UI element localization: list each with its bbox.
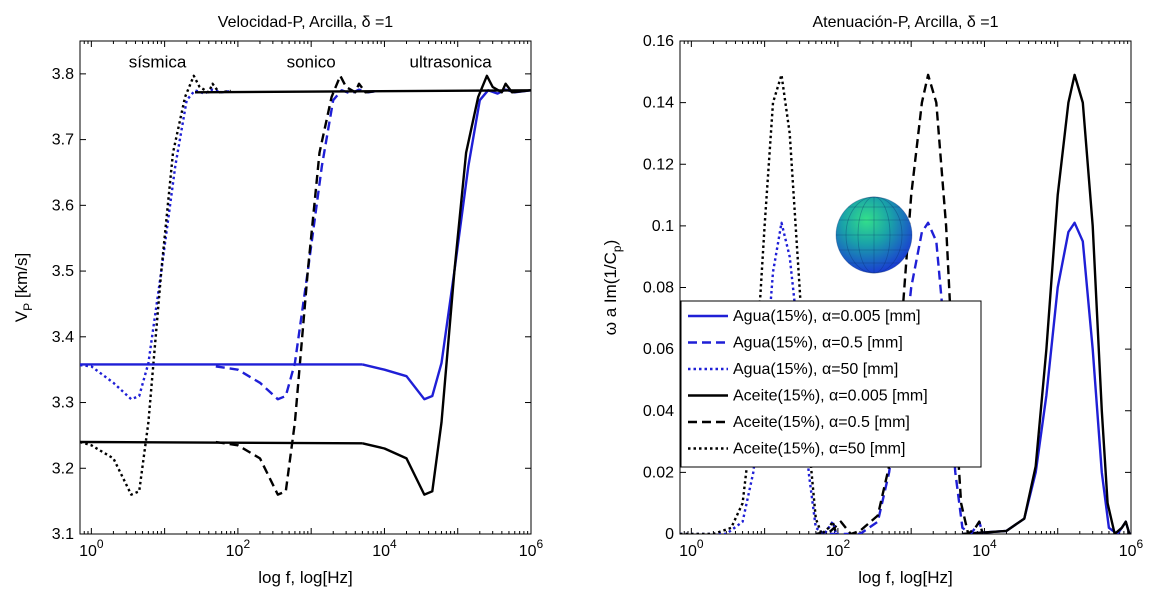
y-tick-label: 0.02 — [643, 464, 674, 481]
series-line — [680, 73, 838, 534]
annotation-label: sonico — [287, 52, 336, 71]
series-line — [815, 73, 984, 534]
legend-label: Agua(15%), α=50 [mm] — [733, 361, 898, 378]
series-group — [80, 74, 531, 496]
y-tick-label: 3.1 — [52, 526, 74, 543]
x-tick-label: 102 — [826, 537, 851, 560]
chart-title: Velocidad-P, Arcilla, δ =1 — [218, 14, 393, 31]
series-line — [194, 89, 531, 94]
legend-label: Aceite(15%), α=50 [mm] — [733, 441, 905, 458]
y-tick-label: 3.4 — [52, 329, 74, 346]
y-tick-label: 0.1 — [652, 218, 674, 235]
axis-ticks: 100 102 104 106 0 0.02 0.04 0.06 0.08 0.1 0.12 0.14… — [643, 33, 1144, 560]
series-line — [80, 74, 231, 496]
y-tick-label: 3.8 — [52, 66, 74, 83]
series-line — [215, 74, 378, 496]
y-tick-label: 0 — [665, 526, 674, 543]
y-tick-label: 0.16 — [643, 33, 674, 50]
legend-label: Agua(15%), α=0.5 [mm] — [733, 335, 903, 352]
annotation-label: ultrasonica — [410, 52, 493, 71]
chart-panel-velocity: Velocidad-P, Arcilla, δ =1 100 102 104 106 3… — [12, 14, 544, 587]
x-tick-label: 104 — [972, 537, 997, 560]
x-tick-label: 100 — [679, 537, 704, 560]
x-tick-label: 104 — [372, 537, 397, 560]
y-tick-label: 3.7 — [52, 132, 74, 149]
y-axis-label: ω a Im(1/Cp) — [601, 240, 624, 336]
series-line — [680, 221, 838, 534]
series-line — [80, 88, 231, 401]
x-tick-label: 102 — [226, 537, 251, 560]
y-tick-label: 3.6 — [52, 197, 74, 214]
series-line — [962, 73, 1131, 534]
series-line — [362, 74, 531, 496]
x-axis-label: log f, log[Hz] — [258, 568, 353, 587]
y-tick-label: 0.08 — [643, 280, 674, 297]
y-tick-label: 3.2 — [52, 460, 74, 477]
legend-label: Agua(15%), α=0.005 [mm] — [733, 308, 921, 325]
y-tick-label: 0.14 — [643, 95, 674, 112]
legend-box — [680, 300, 982, 468]
y-tick-label: 0.06 — [643, 341, 674, 358]
axis-ticks: 100 102 104 106 3.1 3.2 3.3 3.4 3.5 3.6 3.7 3.8 — [52, 41, 544, 560]
y-tick-label: 3.5 — [52, 263, 74, 280]
series-line — [80, 440, 363, 445]
x-axis-label: log f, log[Hz] — [858, 568, 953, 587]
annotations: sísmica sonico ultrasonica — [129, 52, 493, 71]
legend-label: Aceite(15%), α=0.5 [mm] — [733, 414, 910, 431]
y-tick-label: 0.04 — [643, 403, 674, 420]
y-tick-label: 3.3 — [52, 395, 74, 412]
y-tick-label: 0.12 — [643, 156, 674, 173]
series-group — [680, 73, 1131, 534]
legend-label: Aceite(15%), α=0.005 [mm] — [733, 388, 928, 405]
series-line — [815, 221, 984, 534]
x-tick-label: 106 — [1119, 537, 1144, 560]
annotation-label: sísmica — [129, 52, 187, 71]
sphere-icon — [835, 196, 913, 274]
legend: Agua(15%), α=0.005 [mm] Agua(15%), α=0.5 … — [680, 300, 982, 468]
chart-title: Atenuación-P, Arcilla, δ =1 — [812, 14, 998, 31]
x-tick-label: 100 — [79, 537, 104, 560]
chart-panel-attenuation: Atenuación-P, Arcilla, δ =1 100 102 104 106… — [601, 14, 1144, 587]
y-axis-label: VP [km/s] — [12, 253, 35, 322]
x-tick-label: 106 — [519, 537, 544, 560]
